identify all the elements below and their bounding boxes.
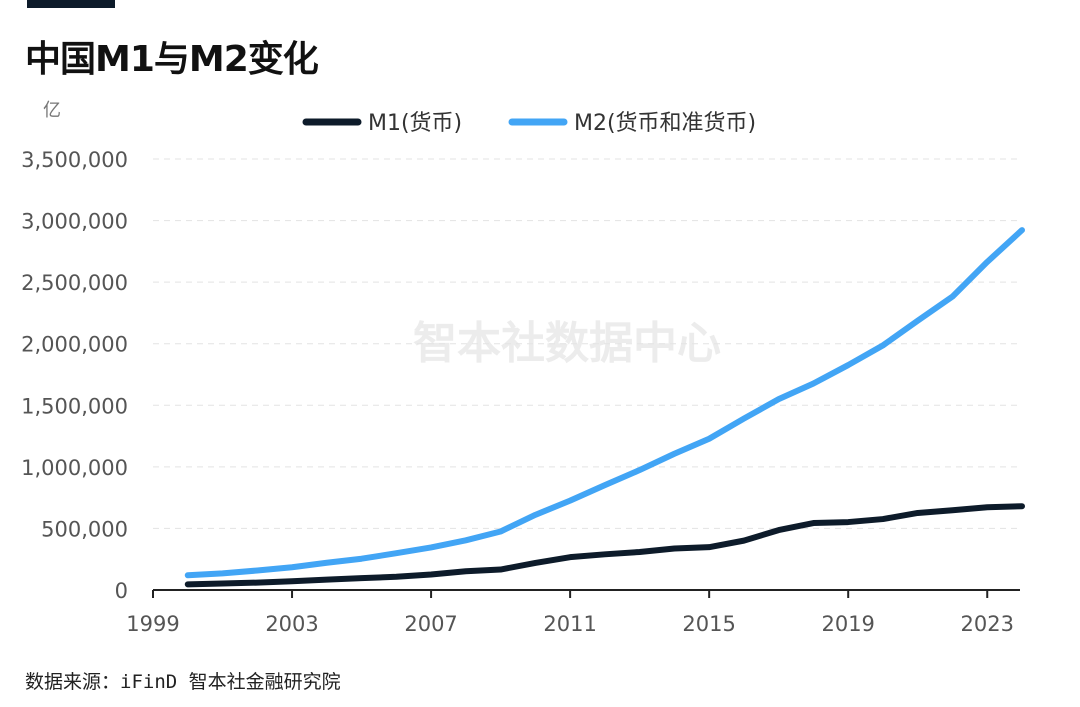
y-tick-label: 2,500,000 — [21, 271, 128, 295]
x-tick-label: 2015 — [682, 612, 735, 636]
accent-bar — [27, 0, 115, 8]
data-source: 数据来源：iFinD 智本社金融研究院 — [25, 671, 341, 693]
x-tick-label: 1999 — [126, 612, 179, 636]
y-tick-label: 500,000 — [41, 517, 128, 541]
y-tick-label: 3,000,000 — [21, 210, 128, 234]
x-tick-label: 2019 — [821, 612, 874, 636]
series-line-m1 — [184, 503, 1025, 588]
x-tick-label: 2007 — [404, 612, 457, 636]
y-tick-label: 3,500,000 — [21, 148, 128, 172]
chart-title: 中国M1与M2变化 — [25, 39, 319, 80]
x-tick-label: 2011 — [543, 612, 596, 636]
legend-label: M1(货币) — [368, 111, 462, 136]
legend-label: M2(货币和准货币) — [574, 111, 756, 136]
y-axis-unit: 亿 — [43, 100, 61, 121]
y-tick-label: 1,000,000 — [21, 456, 128, 480]
y-tick-label: 2,000,000 — [21, 333, 128, 357]
y-tick-label: 0 — [115, 579, 128, 603]
x-tick-label: 2003 — [265, 612, 318, 636]
y-tick-label: 1,500,000 — [21, 394, 128, 418]
x-tick-label: 2023 — [961, 612, 1014, 636]
